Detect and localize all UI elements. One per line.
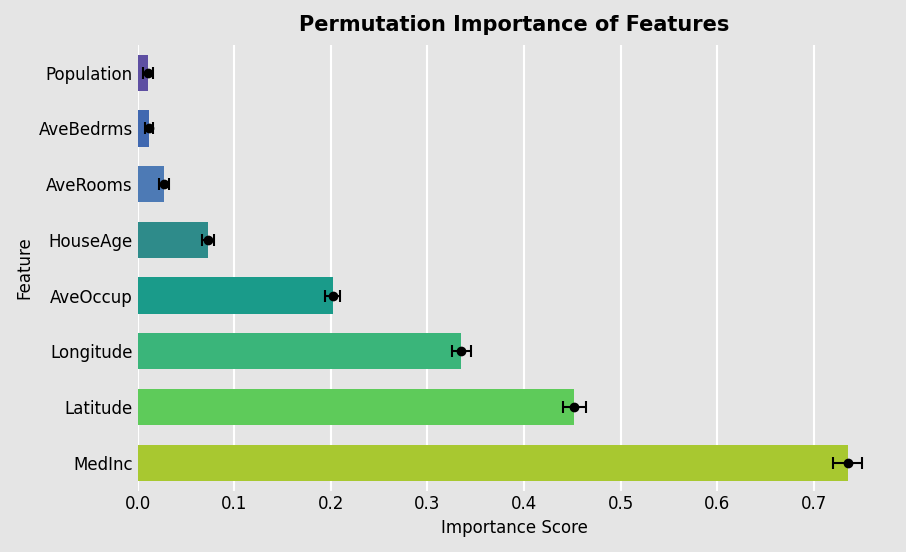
X-axis label: Importance Score: Importance Score — [441, 519, 588, 537]
Bar — [138, 166, 164, 202]
Bar — [138, 333, 461, 369]
Bar — [138, 110, 149, 147]
Bar — [138, 55, 149, 91]
Bar — [138, 278, 333, 314]
Bar — [138, 389, 574, 425]
Title: Permutation Importance of Features: Permutation Importance of Features — [299, 15, 729, 35]
Bar — [138, 444, 847, 481]
Y-axis label: Feature: Feature — [15, 236, 33, 299]
Bar — [138, 222, 208, 258]
